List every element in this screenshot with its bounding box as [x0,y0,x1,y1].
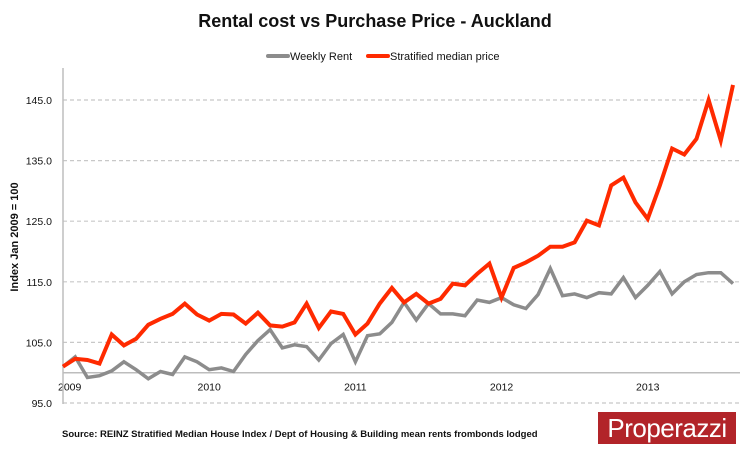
legend: Weekly Rent Stratified median price [266,51,499,63]
y-tick-label: 135.0 [26,156,52,168]
y-axis-ticks: 95.0 105.0 115.0 125.0 135.0 145.0 [26,95,52,410]
legend-label: Stratified median price [390,51,499,63]
series-lines [61,84,735,381]
x-tick-label: 2010 [198,382,222,394]
chart-title: Rental cost vs Purchase Price - Auckland [198,11,551,31]
series-line-stratified-median-price [61,84,735,369]
gridlines [63,99,740,404]
properazzi-logo: Properazzi [598,412,736,444]
y-tick-label: 145.0 [26,95,52,107]
x-axis-ticks: 2009 2010 2011 2012 2013 [58,382,660,394]
y-tick-label: 105.0 [26,337,52,349]
series-line-weekly-rent [61,264,735,381]
x-tick-label: 2009 [58,382,82,394]
source-note: Source: REINZ Stratified Median House In… [62,429,538,440]
y-axis-label: Index Jan 2009 = 100 [9,182,21,291]
y-tick-label: 125.0 [26,216,52,228]
y-tick-label: 115.0 [27,277,53,289]
x-tick-label: 2012 [490,382,514,394]
legend-label: Weekly Rent [290,51,352,63]
x-tick-label: 2011 [344,382,367,394]
y-tick-label: 95.0 [32,398,53,410]
x-tick-label: 2013 [636,382,660,394]
